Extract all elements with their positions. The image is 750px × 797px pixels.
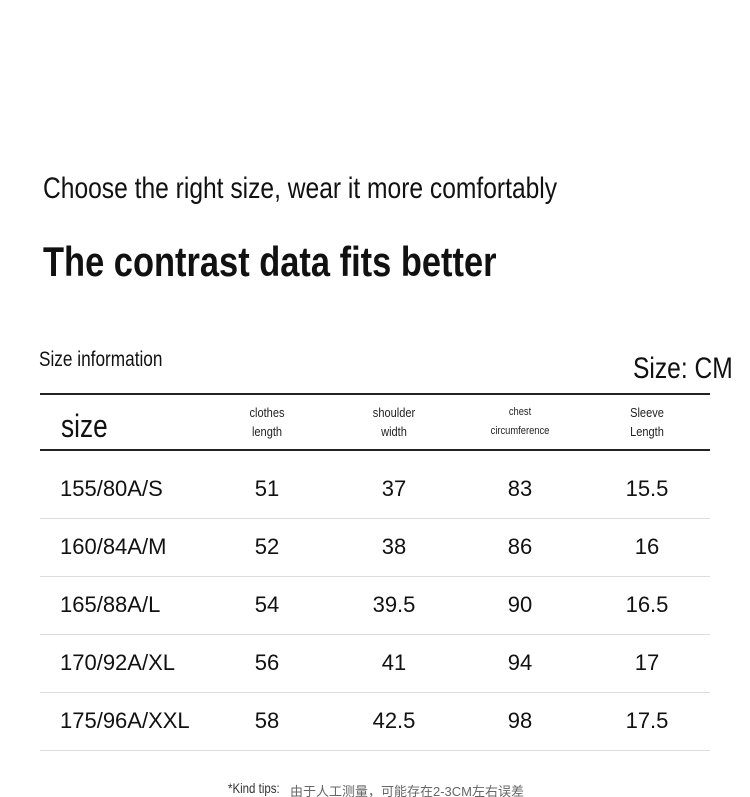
value-cell: 83 bbox=[507, 476, 533, 501]
row-divider bbox=[40, 576, 710, 577]
value-cell: 90 bbox=[507, 592, 533, 617]
value-cell: 15.5 bbox=[625, 476, 669, 501]
value-cell: 98 bbox=[507, 708, 533, 733]
row-divider bbox=[40, 634, 710, 635]
title: The contrast data fits better bbox=[43, 238, 497, 285]
header-cell: Sleeve Length bbox=[630, 403, 664, 441]
header-line: circumference bbox=[490, 425, 550, 437]
value-cell: 94 bbox=[507, 650, 533, 675]
value-cell: 42.5 bbox=[372, 708, 416, 733]
header-line: shoulder bbox=[372, 405, 416, 420]
header-cell: size bbox=[61, 408, 108, 444]
row-divider bbox=[40, 518, 710, 519]
header-line: Length bbox=[630, 424, 664, 439]
value-cell: 41 bbox=[381, 650, 407, 675]
row-divider bbox=[40, 692, 710, 693]
size-cell: 170/92A/XL bbox=[60, 650, 175, 675]
table-top-rule bbox=[40, 393, 710, 395]
row-divider bbox=[40, 750, 710, 751]
tagline: Choose the right size, wear it more comf… bbox=[43, 172, 558, 205]
value-cell: 56 bbox=[254, 650, 280, 675]
value-cell: 37 bbox=[381, 476, 407, 501]
table-caption: Size information bbox=[39, 348, 163, 371]
header-line: clothes bbox=[249, 405, 285, 420]
value-cell: 17 bbox=[634, 650, 660, 675]
value-cell: 52 bbox=[254, 534, 280, 559]
value-cell: 39.5 bbox=[372, 592, 416, 617]
tip-label: *Kind tips: bbox=[228, 780, 280, 796]
value-cell: 86 bbox=[507, 534, 533, 559]
header-cell: clothes length bbox=[249, 403, 284, 441]
header-line: width bbox=[381, 424, 407, 439]
value-cell: 54 bbox=[254, 592, 280, 617]
size-cell: 155/80A/S bbox=[60, 476, 163, 501]
header-line: chest bbox=[508, 406, 532, 418]
tip-text: 由于人工测量，可能存在2-3CM左右误差 bbox=[290, 784, 525, 797]
unit: Size: CM bbox=[633, 352, 733, 385]
header-cell: shoulder width bbox=[373, 403, 415, 441]
value-cell: 51 bbox=[254, 476, 280, 501]
header-line: Sleeve bbox=[630, 405, 664, 420]
value-cell: 17.5 bbox=[625, 708, 669, 733]
header-rule bbox=[40, 449, 710, 451]
size-cell: 175/96A/XXL bbox=[60, 708, 190, 733]
header-cell: chest circumference bbox=[491, 403, 550, 441]
size-cell: 160/84A/M bbox=[60, 534, 167, 559]
header-line: length bbox=[251, 424, 283, 439]
value-cell: 38 bbox=[381, 534, 407, 559]
value-cell: 58 bbox=[254, 708, 280, 733]
size-cell: 165/88A/L bbox=[60, 592, 161, 617]
value-cell: 16.5 bbox=[625, 592, 669, 617]
value-cell: 16 bbox=[634, 534, 660, 559]
